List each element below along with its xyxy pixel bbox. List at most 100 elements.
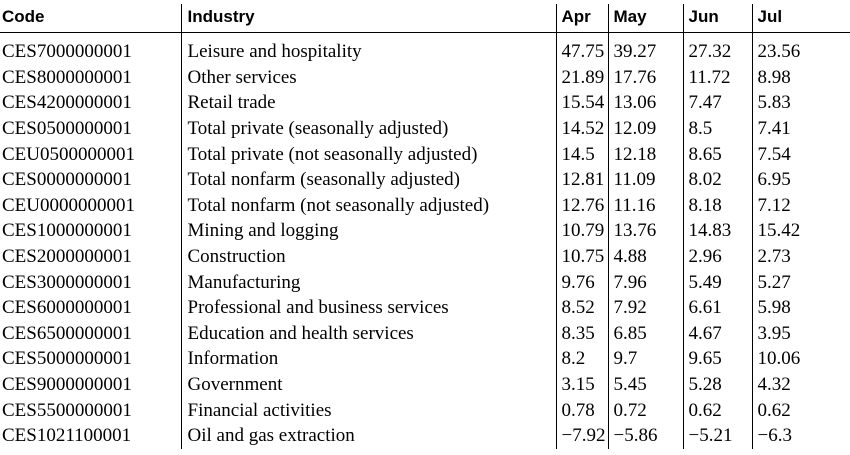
code-cell: CES0500000001 xyxy=(2,118,132,140)
industry-cell: Education and health services xyxy=(180,320,556,347)
apr-cell: 15.54 xyxy=(555,90,608,116)
jun-cell: 27.32 xyxy=(682,32,752,65)
jul-cell: 23.56 xyxy=(751,32,850,65)
apr-cell: 47.75 xyxy=(555,32,608,65)
jun-cell: 6.61 xyxy=(682,294,752,321)
table-row: CES6500000001 Education and health servic… xyxy=(0,320,850,347)
code-cell: CES2000000001 xyxy=(2,246,132,268)
jul-cell: −6.3 xyxy=(751,422,850,449)
code-cell: CES3000000001 xyxy=(2,271,132,293)
code-cell: CEU0000000001 xyxy=(2,194,135,216)
jun-cell: 2.96 xyxy=(682,243,752,270)
jul-cell: 4.32 xyxy=(751,371,850,398)
may-cell: 11.16 xyxy=(607,192,683,219)
may-cell: 17.76 xyxy=(607,64,683,91)
jun-cell: −5.21 xyxy=(682,422,752,449)
may-cell: 7.96 xyxy=(607,269,683,295)
apr-cell: 10.79 xyxy=(555,218,608,244)
code-cell: CES5500000001 xyxy=(2,399,132,421)
jun-cell: 5.49 xyxy=(682,269,752,295)
may-cell: 6.85 xyxy=(607,320,683,347)
industry-cell: Mining and logging xyxy=(180,218,556,244)
apr-cell: 14.52 xyxy=(555,115,608,142)
code-cell: CES0000000001 xyxy=(2,169,132,191)
table-row: CES5000000001 Information 8.2 9.7 9.65 10.06 xyxy=(0,346,850,372)
table-row: CES1000000001 Mining and logging 10.79 13.7… xyxy=(0,218,850,244)
may-cell: 13.06 xyxy=(607,90,683,116)
apr-cell: 10.75 xyxy=(555,243,608,270)
jun-cell: 9.65 xyxy=(682,346,752,372)
apr-cell: 12.76 xyxy=(555,192,608,219)
jun-cell: 8.65 xyxy=(682,141,752,167)
may-cell: 13.76 xyxy=(607,218,683,244)
code-cell: CES7000000001 xyxy=(2,41,132,63)
apr-cell: 12.81 xyxy=(555,166,608,193)
code-cell: CEU0500000001 xyxy=(2,143,135,165)
table-row: CES0500000001 Total private (seasonally a… xyxy=(0,115,850,142)
column-header-jun: Jun xyxy=(682,4,752,33)
may-cell: 12.09 xyxy=(607,115,683,142)
industry-cell: Retail trade xyxy=(180,90,556,116)
industry-cell: Total private (seasonally adjusted) xyxy=(180,115,556,142)
table-row: CES7000000001 Leisure and hospitality 47.7… xyxy=(0,32,850,65)
industry-cell: Other services xyxy=(180,64,556,91)
jun-cell: 8.5 xyxy=(682,115,752,142)
jun-cell: 14.83 xyxy=(682,218,752,244)
jul-cell: 6.95 xyxy=(751,166,850,193)
jun-cell: 8.02 xyxy=(682,166,752,193)
code-cell: CES8000000001 xyxy=(2,66,132,88)
jul-cell: 5.27 xyxy=(751,269,850,295)
column-header-may: May xyxy=(607,4,683,33)
column-header-jul: Jul xyxy=(751,4,850,33)
code-cell: CES9000000001 xyxy=(2,374,132,396)
industry-cell: Manufacturing xyxy=(180,269,556,295)
industry-cell: Total nonfarm (not seasonally adjusted) xyxy=(180,192,556,219)
table-row: CES3000000001 Manufacturing 9.76 7.96 5.49 5.… xyxy=(0,269,850,295)
code-cell: CES6000000001 xyxy=(2,297,132,319)
apr-cell: −7.92 xyxy=(555,422,608,449)
table-row: CES1021100001 Oil and gas extraction −7.92… xyxy=(0,422,850,449)
jul-cell: 0.62 xyxy=(751,397,850,423)
may-cell: 0.72 xyxy=(607,397,683,423)
industry-cell: Government xyxy=(180,371,556,398)
jun-cell: 8.18 xyxy=(682,192,752,219)
code-cell: CES5000000001 xyxy=(2,348,132,370)
industry-cell: Financial activities xyxy=(180,397,556,423)
jun-cell: 4.67 xyxy=(682,320,752,347)
apr-cell: 8.52 xyxy=(555,294,608,321)
jul-cell: 10.06 xyxy=(751,346,850,372)
industry-cell: Information xyxy=(180,346,556,372)
jul-cell: 7.12 xyxy=(751,192,850,219)
jul-cell: 5.98 xyxy=(751,294,850,321)
may-cell: −5.86 xyxy=(607,422,683,449)
table-row: CES5500000001 Financial activities 0.78 0.7… xyxy=(0,397,850,423)
apr-cell: 8.35 xyxy=(555,320,608,347)
column-header-industry: Industry xyxy=(180,4,556,33)
table-header-row: Code Industry Apr May Jun Jul xyxy=(0,4,850,33)
jul-cell: 7.54 xyxy=(751,141,850,167)
may-cell: 7.92 xyxy=(607,294,683,321)
may-cell: 5.45 xyxy=(607,371,683,398)
jul-cell: 2.73 xyxy=(751,243,850,270)
apr-cell: 3.15 xyxy=(555,371,608,398)
apr-cell: 21.89 xyxy=(555,64,608,91)
jul-cell: 15.42 xyxy=(751,218,850,244)
table-row: CES6000000001 Professional and business s… xyxy=(0,294,850,321)
apr-cell: 9.76 xyxy=(555,269,608,295)
jun-cell: 11.72 xyxy=(682,64,752,91)
table-body: CES7000000001 Leisure and hospitality 47.7… xyxy=(0,32,850,449)
may-cell: 12.18 xyxy=(607,141,683,167)
table-row: CEU0500000001 Total private (not seasonal… xyxy=(0,141,850,167)
table-row: CES9000000001 Government 3.15 5.45 5.28 4.32 xyxy=(0,371,850,398)
jul-cell: 8.98 xyxy=(751,64,850,91)
jun-cell: 0.62 xyxy=(682,397,752,423)
industry-cell: Professional and business services xyxy=(180,294,556,321)
column-header-apr: Apr xyxy=(555,4,608,33)
industry-table: Code Industry Apr May Jun Jul CES7000000… xyxy=(0,4,850,449)
may-cell: 39.27 xyxy=(607,32,683,65)
jul-cell: 5.83 xyxy=(751,90,850,116)
may-cell: 9.7 xyxy=(607,346,683,372)
jun-cell: 5.28 xyxy=(682,371,752,398)
industry-cell: Total nonfarm (seasonally adjusted) xyxy=(180,166,556,193)
industry-cell: Leisure and hospitality xyxy=(180,32,556,65)
